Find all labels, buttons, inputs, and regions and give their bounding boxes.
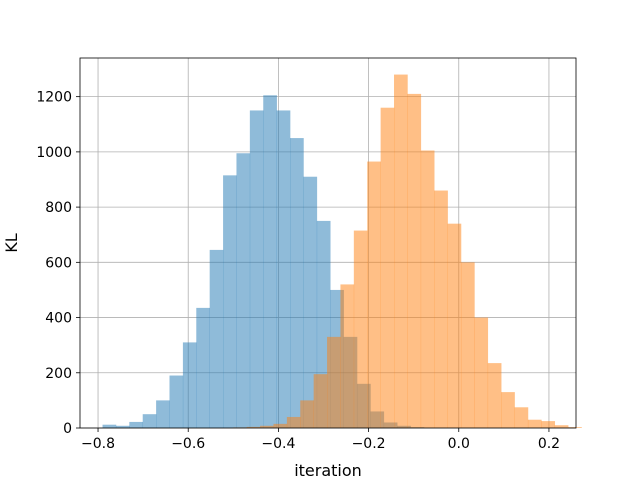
histogram-bar-series-1 [290, 138, 304, 428]
histogram-bar-series-2 [353, 230, 368, 428]
histogram-bar-series-2 [260, 425, 274, 428]
histogram-bar-series-2 [501, 392, 515, 428]
histogram-bar-series-1 [142, 414, 157, 428]
x-tick-label: −0.8 [81, 436, 115, 452]
x-tick-label: −0.6 [171, 436, 205, 452]
histogram-bar-series-1 [249, 110, 264, 429]
histogram-bar-series-1 [223, 175, 237, 428]
x-tick-label: −0.4 [261, 436, 295, 452]
histogram-bar-series-2 [367, 161, 381, 428]
y-tick-label: 200 [45, 366, 72, 382]
histogram-bar-series-1 [263, 95, 277, 428]
histogram-bar-series-2 [514, 407, 529, 428]
y-tick-label: 600 [45, 255, 72, 271]
histogram-bar-series-2 [460, 262, 475, 428]
y-tick-label: 1000 [36, 145, 72, 161]
histogram-bar-series-2 [327, 336, 341, 428]
histogram-bar-series-1 [236, 153, 251, 428]
y-tick-label: 1200 [36, 90, 72, 106]
x-tick-label: 0.0 [448, 436, 470, 452]
histogram-bar-series-1 [276, 110, 291, 429]
x-axis-ticks: −0.8 −0.6 −0.4 −0.2 0.0 0.2 [81, 428, 560, 452]
histogram-bar-series-2 [447, 223, 462, 428]
histogram-bar-series-1 [196, 307, 210, 428]
histogram-bar-series-2 [313, 374, 328, 428]
histogram-bar-series-1 [182, 342, 197, 428]
histogram-bar-series-1 [209, 249, 224, 428]
histogram-bar-series-2 [300, 400, 314, 428]
y-axis-ticks: 0 200 400 600 800 1000 1200 [36, 90, 80, 437]
histogram-bar-series-2 [474, 317, 489, 428]
x-axis-label: iteration [294, 461, 362, 480]
y-tick-label: 400 [45, 311, 72, 327]
histogram-bar-series-2 [340, 284, 355, 428]
y-tick-label: 0 [63, 421, 72, 437]
histogram-bar-series-2 [273, 423, 288, 428]
histogram-bar-series-2 [554, 425, 569, 428]
y-axis-label: KL [2, 233, 21, 252]
histogram-bar-series-2 [487, 363, 502, 428]
histogram-bar-series-2 [394, 74, 408, 428]
y-tick-label: 800 [45, 200, 72, 216]
axes-frame [79, 57, 577, 429]
histogram-bar-series-2 [420, 150, 435, 428]
histogram-bar-series-2 [407, 93, 422, 429]
histogram-bar-series-1 [156, 400, 170, 428]
histogram-bar-series-2 [380, 107, 395, 429]
x-tick-label: −0.2 [352, 436, 386, 452]
histogram-bar-series-2 [527, 419, 542, 428]
histogram-bar-series-2 [286, 416, 301, 428]
histogram-bar-series-1 [129, 421, 144, 428]
histogram-bars [102, 74, 582, 429]
histogram-bar-series-2 [434, 190, 448, 428]
histogram-bar-series-1 [115, 425, 130, 428]
histogram-bar-series-1 [169, 375, 184, 428]
histogram-bar-series-2 [541, 421, 556, 428]
x-tick-label: 0.2 [538, 436, 560, 452]
histogram-bar-series-2 [246, 426, 261, 428]
histogram-bar-series-1 [303, 176, 318, 428]
histogram-bar-series-2 [568, 427, 582, 428]
histogram-bar-series-1 [102, 424, 117, 428]
